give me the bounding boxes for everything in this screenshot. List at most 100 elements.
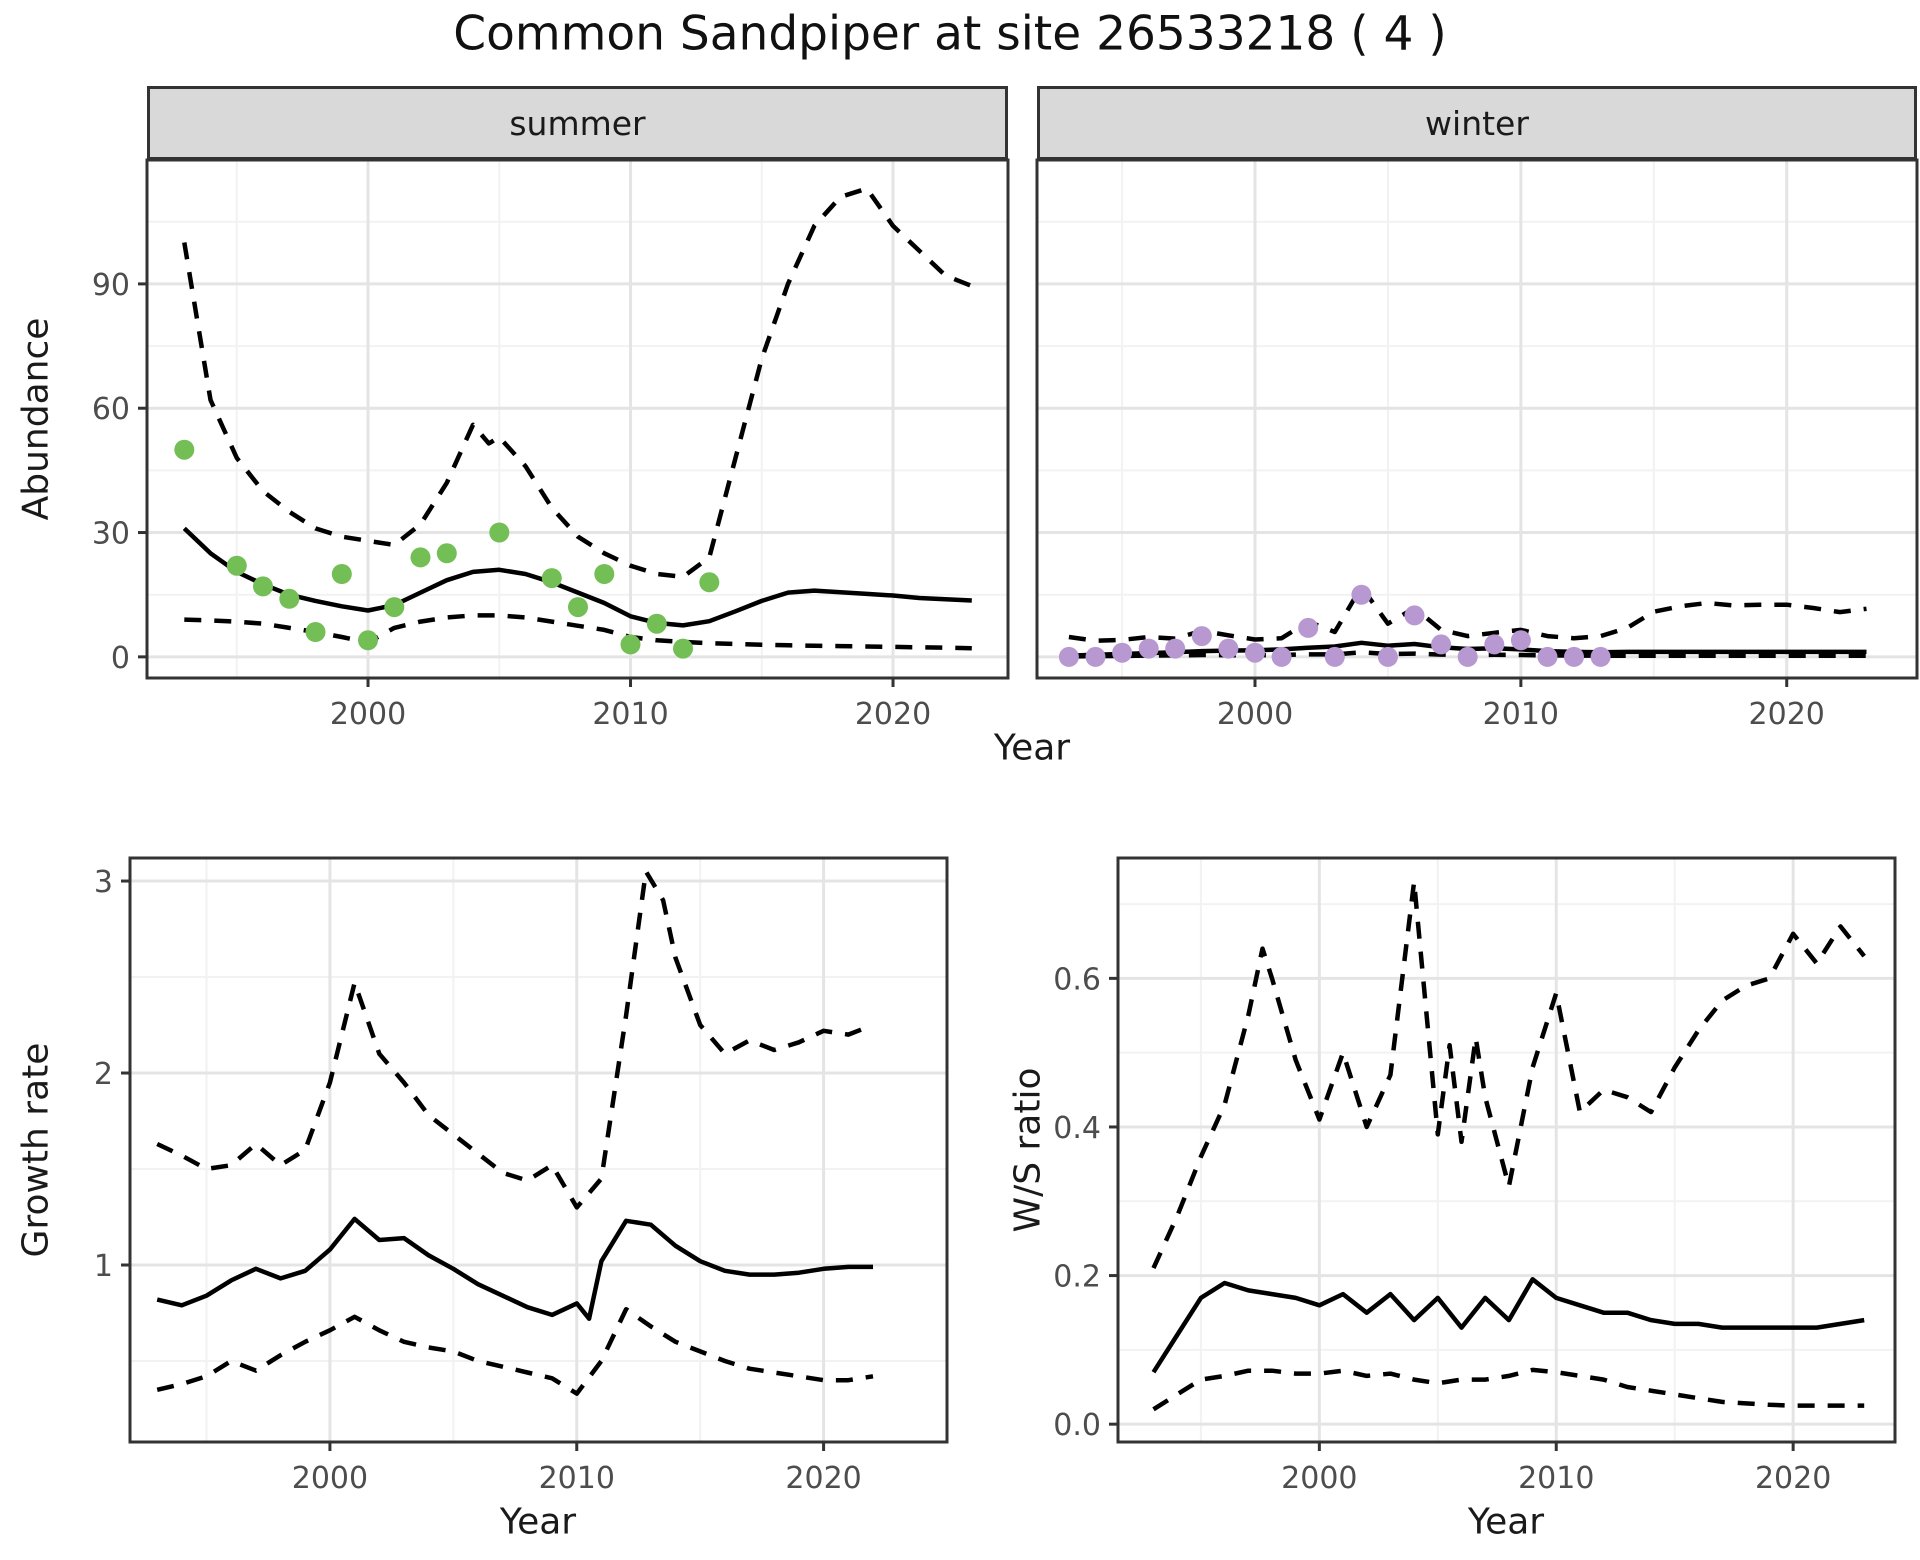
y-tick-label: 90 [92, 268, 130, 303]
y-axis-title-abundance: Abundance [15, 317, 57, 521]
data-point [1085, 646, 1106, 667]
y-axis-ws-ratio: 0.0 0.2 0.4 0.6 [1053, 962, 1118, 1443]
data-point [436, 543, 457, 564]
data-point [1138, 638, 1159, 659]
data-point [1165, 638, 1186, 659]
x-tick-label: 2010 [1483, 697, 1559, 732]
x-axis-title-year-ws: Year [1467, 1501, 1545, 1543]
y-tick-label: 30 [92, 517, 130, 552]
abundance-summer-observed-points [174, 439, 720, 659]
gridlines [1118, 858, 1895, 1442]
abundance-winter-observed-points [1058, 584, 1611, 667]
data-point [620, 634, 641, 655]
x-axis-abundance-winter: 2000 2010 2020 [1217, 678, 1825, 732]
x-tick-label: 2010 [1518, 1461, 1594, 1496]
ws-ratio-fit-line [1151, 1277, 1865, 1374]
y-tick-label: 0.0 [1053, 1408, 1101, 1443]
x-tick-label: 2000 [1217, 697, 1293, 732]
gridlines [147, 160, 1008, 678]
data-point [1457, 646, 1478, 667]
gridlines [130, 858, 947, 1442]
data-point [226, 555, 247, 576]
x-axis-abundance-summer: 2000 2010 2020 [330, 678, 931, 732]
ws-ratio-upper_ci-line [1151, 879, 1866, 1270]
data-point [253, 576, 273, 597]
y-tick-label: 0.6 [1053, 962, 1101, 997]
data-point [1377, 646, 1398, 667]
data-point [1298, 617, 1319, 638]
facet-strip-summer-label: summer [509, 103, 646, 143]
data-point [489, 522, 510, 543]
panel-abundance-winter: 2000 2010 2020 [1035, 158, 1919, 732]
abundance-summer-fit-line [182, 526, 972, 628]
data-point [410, 547, 431, 568]
data-point [1245, 642, 1265, 663]
data-point [673, 638, 693, 659]
x-tick-label: 2000 [292, 1461, 368, 1496]
data-point [646, 613, 667, 634]
facet-strip-summer: summer [147, 86, 1008, 160]
facet-strip-winter: winter [1037, 86, 1917, 160]
x-axis-ws-ratio: 2000 2010 2020 [1281, 1442, 1831, 1496]
y-tick-label: 0.4 [1053, 1111, 1101, 1146]
data-point [1484, 634, 1505, 655]
data-point [1537, 646, 1558, 667]
y-tick-label: 2 [94, 1057, 113, 1092]
data-point [1590, 646, 1611, 667]
data-point [1271, 646, 1292, 667]
data-point [174, 439, 195, 460]
panel-background [1037, 160, 1917, 678]
data-point [1404, 605, 1425, 626]
x-tick-label: 2020 [855, 697, 931, 732]
data-point [699, 572, 720, 593]
data-point [331, 564, 352, 584]
panel-border [145, 158, 1010, 680]
data-point [541, 568, 562, 589]
x-tick-label: 2000 [330, 697, 406, 732]
y-tick-label: 60 [92, 392, 130, 427]
y-axis-abundance-summer: 0 30 60 90 [92, 268, 147, 676]
data-point [384, 597, 405, 618]
data-point [1510, 630, 1531, 651]
data-point [1431, 634, 1452, 655]
panel-ws-ratio: 2000 2010 2020 0.0 0.2 0.4 0.6 [1053, 856, 1897, 1496]
x-tick-label: 2000 [1281, 1461, 1357, 1496]
y-tick-label: 0.2 [1053, 1260, 1101, 1295]
plot-title: Common Sandpiper at site 26533218 ( 4 ) [453, 6, 1447, 62]
y-axis-title-growth-rate: Growth rate [15, 1042, 57, 1258]
panel-growth-rate: 2000 2010 2020 1 2 3 [94, 856, 949, 1496]
panel-border [1035, 158, 1919, 680]
panel-abundance-summer: 2000 2010 2020 0 30 60 90 [92, 158, 1010, 732]
x-tick-label: 2010 [592, 697, 668, 732]
data-point [1564, 646, 1584, 667]
data-point [305, 622, 326, 642]
data-point [1058, 646, 1079, 667]
x-axis-title-year-top: Year [993, 727, 1071, 769]
x-tick-label: 2010 [539, 1461, 615, 1496]
x-tick-label: 2020 [1755, 1461, 1831, 1496]
data-point [1191, 626, 1212, 647]
y-axis-title-ws-ratio: W/S ratio [1007, 1067, 1049, 1233]
x-axis-title-year-growth: Year [499, 1501, 577, 1543]
data-point [279, 588, 300, 609]
data-point [1324, 646, 1345, 667]
x-tick-label: 2020 [785, 1461, 861, 1496]
facet-strip-winter-label: winter [1425, 103, 1529, 143]
y-tick-label: 3 [94, 865, 113, 900]
y-axis-growth-rate: 1 2 3 [94, 865, 130, 1284]
data-point [1218, 638, 1239, 659]
data-point [1351, 584, 1372, 605]
panel-background [1118, 858, 1895, 1442]
data-point [568, 597, 588, 618]
data-point [1112, 642, 1133, 663]
ws-ratio-lower_ci-line [1152, 1367, 1865, 1412]
panel-border [128, 856, 949, 1444]
panel-border [1116, 856, 1897, 1444]
growth-rate-lower_ci-line [156, 1306, 874, 1396]
growth-rate-fit-line [156, 1216, 873, 1321]
data-point [594, 564, 615, 584]
y-tick-label: 0 [111, 641, 130, 676]
x-axis-growth-rate: 2000 2010 2020 [292, 1442, 862, 1496]
